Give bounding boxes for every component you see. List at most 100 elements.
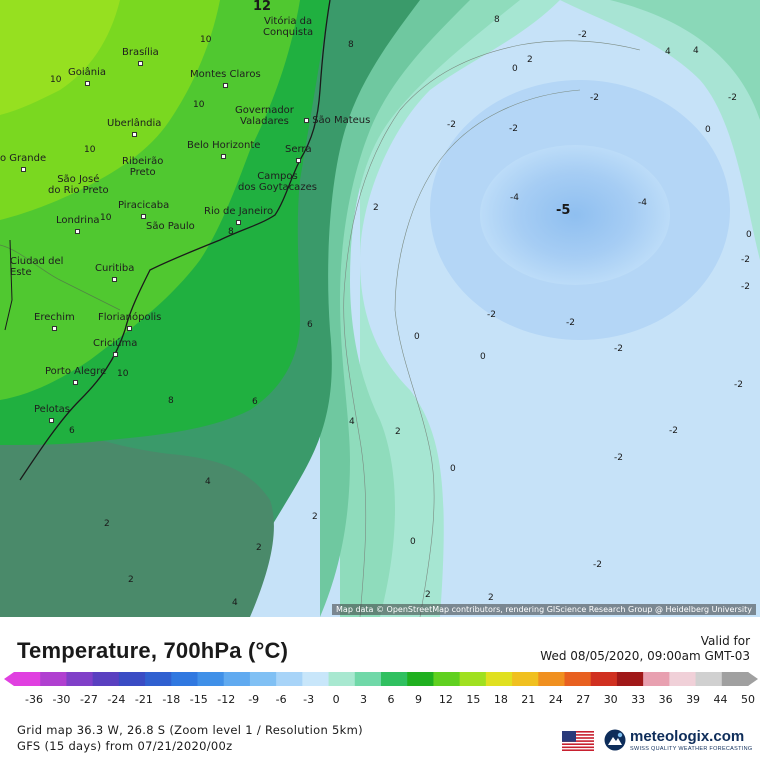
city-florianopolis[interactable]: Florianópolis [98, 312, 161, 334]
scale-swatch [459, 672, 487, 686]
city-dot [127, 326, 133, 331]
contour-label: 6 [252, 397, 258, 407]
city-goiania[interactable]: Goiânia [68, 67, 106, 89]
contour-label: 0 [512, 64, 518, 74]
city-label: Erechim [34, 312, 75, 323]
city-erechim[interactable]: Erechim [34, 312, 75, 334]
contour-label: 0 [450, 464, 456, 474]
contour-label: 10 [84, 145, 96, 155]
scale-swatch [145, 672, 172, 686]
cold-core-label: -5 [556, 203, 571, 218]
us-flag-icon[interactable] [562, 731, 594, 751]
city-campos-dos-goytacazes[interactable]: Campos dos Goytacazes [238, 171, 317, 193]
scale-swatch [249, 672, 277, 686]
city-brasilia[interactable]: Brasília [122, 47, 159, 69]
city-label: Uberlândia [107, 118, 162, 129]
scale-swatch [695, 672, 723, 686]
scale-swatch [276, 672, 303, 686]
scale-tick-label: -12 [217, 693, 235, 706]
scale-tick-label: 50 [741, 693, 755, 706]
city-label: Criciúma [93, 338, 138, 349]
city-label: São José do Rio Preto [48, 174, 109, 196]
city-dot [131, 132, 137, 137]
city-serra[interactable]: Serra [285, 144, 312, 166]
contour-label: -2 [741, 255, 750, 265]
scale-arrow-left [4, 672, 14, 686]
scale-tick-label: 44 [714, 693, 728, 706]
grid-info: Grid map 36.3 W, 26.8 S (Zoom level 1 / … [17, 723, 363, 737]
city-label: Governador Valadares [235, 105, 294, 127]
city-campo-grande[interactable]: o Grande [0, 153, 46, 175]
scale-tick-label: -18 [162, 693, 180, 706]
city-sao-paulo[interactable]: São Paulo [146, 221, 195, 232]
contour-label: 0 [746, 230, 752, 240]
city-ciudad-del-este[interactable]: Ciudad del Este [10, 256, 63, 278]
contour-label: -4 [638, 198, 647, 208]
city-rio-de-janeiro[interactable]: Rio de Janeiro [204, 206, 273, 228]
city-dot [236, 220, 242, 225]
contour-label: 2 [104, 519, 110, 529]
contour-label: 8 [348, 40, 354, 50]
city-criciuma[interactable]: Criciúma [93, 338, 137, 360]
map-attribution[interactable]: Map data © OpenStreetMap contributors, r… [332, 604, 756, 615]
city-pelotas[interactable]: Pelotas [34, 404, 70, 426]
contour-label: 2 [488, 593, 494, 603]
contour-label: 2 [128, 575, 134, 585]
valid-time: Wed 08/05/2020, 09:00am GMT-03 [540, 649, 750, 663]
contour-label: 8 [494, 15, 500, 25]
city-label: Pelotas [34, 404, 70, 415]
contour-label: 4 [693, 46, 699, 56]
contour-label: 2 [395, 427, 401, 437]
scale-tick-label: 36 [659, 693, 673, 706]
city-curitiba[interactable]: Curitiba [95, 263, 134, 285]
scale-swatch [171, 672, 198, 686]
city-uberlandia[interactable]: Uberlândia [107, 118, 161, 140]
contour-label: 4 [232, 598, 238, 608]
scale-swatch [407, 672, 434, 686]
city-dot [73, 380, 79, 385]
scale-swatch [721, 672, 749, 686]
city-label: Piracicaba [118, 200, 170, 211]
city-label: Campos dos Goytacazes [238, 171, 317, 193]
city-londrina[interactable]: Londrina [56, 215, 100, 237]
contour-label: 2 [425, 590, 431, 600]
contour-label: 10 [200, 35, 212, 45]
contour-label: 2 [256, 543, 262, 553]
city-label: Ciudad del Este [10, 256, 64, 278]
city-dot [222, 83, 228, 88]
contour-label: -2 [578, 30, 587, 40]
contour-label: 4 [349, 417, 355, 427]
contour-label: -4 [510, 193, 519, 203]
scale-tick-label: 24 [549, 693, 563, 706]
scale-tick-label: -3 [303, 693, 314, 706]
city-dot [295, 158, 301, 163]
scale-tick-label: 12 [439, 693, 453, 706]
city-governador-valadares[interactable]: Governador Valadares [235, 105, 294, 127]
scale-swatch [328, 672, 356, 686]
scale-swatch [433, 672, 461, 686]
scale-tick-label: 39 [686, 693, 700, 706]
scale-arrow-right [748, 672, 758, 686]
city-vitoria-da-conquista[interactable]: Vitória da Conquista [263, 16, 313, 38]
scale-swatch [643, 672, 670, 686]
city-label: Belo Horizonte [187, 140, 261, 151]
city-ribeirao-preto[interactable]: Ribeirão Preto [122, 156, 163, 178]
city-label: Porto Alegre [45, 366, 107, 377]
scale-swatch [564, 672, 592, 686]
scale-swatch [512, 672, 539, 686]
contour-label: -2 [614, 453, 623, 463]
city-sao-mateus[interactable]: São Mateus [304, 115, 370, 126]
contour-label: 2 [312, 512, 318, 522]
city-dot [75, 229, 81, 234]
city-belo-horizonte[interactable]: Belo Horizonte [187, 140, 260, 162]
city-dot [304, 118, 309, 123]
temperature-map[interactable]: Vitória da Conquista Brasília Goiânia Mo… [0, 0, 760, 617]
city-porto-alegre[interactable]: Porto Alegre [45, 366, 106, 388]
scale-swatch [14, 672, 41, 686]
city-sao-jose-do-rio-preto[interactable]: São José do Rio Preto [48, 174, 109, 196]
city-montes-claros[interactable]: Montes Claros [190, 69, 261, 91]
scale-tick-label: 21 [521, 693, 535, 706]
scale-tick-label: -27 [80, 693, 98, 706]
city-piracicaba[interactable]: Piracicaba [118, 200, 169, 222]
scale-tick-label: 0 [333, 693, 340, 706]
